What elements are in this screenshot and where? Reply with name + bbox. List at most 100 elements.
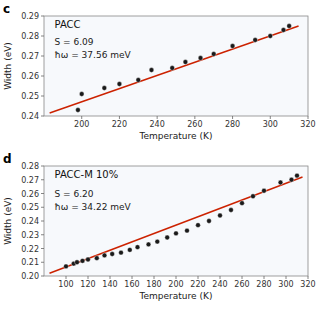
x-tick (110, 276, 111, 279)
y-axis-label: Width (eV) (3, 42, 13, 90)
x-tick-label: 240 (212, 280, 227, 289)
x-tick-label: 140 (102, 280, 117, 289)
scatter-point (165, 235, 170, 240)
scatter-point (253, 38, 258, 43)
y-tick (41, 56, 44, 57)
scatter-point (174, 231, 179, 236)
y-tick-label: 0.28 (21, 32, 39, 41)
x-tick-label: 220 (112, 120, 127, 129)
y-tick (41, 116, 44, 117)
scatter-point (287, 24, 292, 29)
y-tick-label: 0.27 (21, 176, 39, 185)
y-tick (41, 96, 44, 97)
scatter-point (211, 52, 216, 57)
fit-line (50, 177, 303, 273)
x-tick-label: 180 (146, 280, 161, 289)
y-tick (41, 248, 44, 249)
x-tick (81, 116, 82, 119)
x-tick-label: 160 (124, 280, 139, 289)
x-tick (119, 116, 120, 119)
annotation: ħω = 34.22 meV (55, 202, 132, 212)
x-tick (308, 116, 309, 119)
scatter-point (185, 228, 190, 233)
y-tick-label: 0.22 (21, 245, 39, 254)
x-tick (242, 276, 243, 279)
scatter-point (79, 92, 84, 97)
scatter-point (251, 194, 256, 199)
scatter-point (64, 264, 69, 269)
scatter-point (289, 177, 294, 182)
x-tick (132, 276, 133, 279)
x-tick (198, 276, 199, 279)
x-tick (270, 116, 271, 119)
plot-frame (44, 16, 308, 116)
plot-frame (44, 166, 308, 276)
y-tick-label: 0.21 (21, 258, 39, 267)
panel: 1001201401601802002202402602803003200.20… (3, 152, 316, 301)
y-tick (41, 16, 44, 17)
scatter-point (86, 257, 91, 262)
scatter-point (218, 213, 223, 218)
scatter-point (75, 260, 80, 265)
x-tick (220, 276, 221, 279)
scatter-point (183, 60, 188, 65)
y-tick-label: 0.24 (21, 112, 39, 121)
x-tick (66, 276, 67, 279)
y-tick-label: 0.25 (21, 203, 39, 212)
y-tick (41, 276, 44, 277)
marks (50, 24, 299, 113)
y-tick-label: 0.24 (21, 217, 39, 226)
x-tick-label: 320 (300, 280, 315, 289)
x-tick-label: 260 (187, 120, 202, 129)
x-tick-label: 280 (256, 280, 271, 289)
x-tick-label: 200 (168, 280, 183, 289)
x-tick-label: 200 (74, 120, 89, 129)
x-tick (176, 276, 177, 279)
x-tick-label: 120 (80, 280, 95, 289)
scatter-point (278, 180, 283, 185)
figure: 200 220 240 260 280 300 320 0.24 0.25 0.26 0.27 0.2… (0, 0, 320, 320)
y-tick-label: 0.26 (21, 190, 39, 199)
x-tick-label: 300 (278, 280, 293, 289)
x-tick-label: 240 (150, 120, 165, 129)
scatter-point (196, 223, 201, 228)
scatter-point (295, 173, 300, 178)
panel-label: c (3, 2, 10, 16)
x-tick-label: 260 (234, 280, 249, 289)
panel-title: PACC (55, 19, 81, 30)
scatter-point (229, 208, 234, 213)
y-tick (41, 179, 44, 180)
y-tick (41, 166, 44, 167)
x-tick (308, 276, 309, 279)
scatter-point (119, 250, 124, 255)
x-axis-label: Temperature (K) (139, 291, 213, 301)
scatter-point (149, 68, 154, 73)
scatter-point (117, 82, 122, 87)
y-tick-label: 0.29 (21, 12, 39, 21)
y-tick (41, 207, 44, 208)
panel: 2002202402602803003200.240.250.260.270.2… (3, 2, 316, 141)
scatter-point (268, 34, 273, 39)
y-tick-label: 0.26 (21, 72, 39, 81)
x-tick (154, 276, 155, 279)
x-tick (157, 116, 158, 119)
y-tick (41, 36, 44, 37)
scatter-point (94, 256, 99, 261)
y-axis-label: Width (eV) (3, 197, 13, 245)
scatter-point (110, 252, 115, 257)
fit-line (50, 26, 299, 113)
x-tick (264, 276, 265, 279)
scatter-point (135, 245, 140, 250)
x-tick (88, 276, 89, 279)
y-tick (41, 193, 44, 194)
marks (50, 173, 303, 273)
y-tick-label: 0.28 (21, 162, 39, 171)
scatter-point (146, 242, 151, 247)
scatter-point (198, 56, 203, 61)
panel-label: d (3, 152, 12, 166)
y-tick-label: 0.27 (21, 52, 39, 61)
x-tick (286, 276, 287, 279)
annotation: S = 6.09 (55, 37, 94, 47)
scatter-point (155, 239, 160, 244)
y-tick (41, 262, 44, 263)
